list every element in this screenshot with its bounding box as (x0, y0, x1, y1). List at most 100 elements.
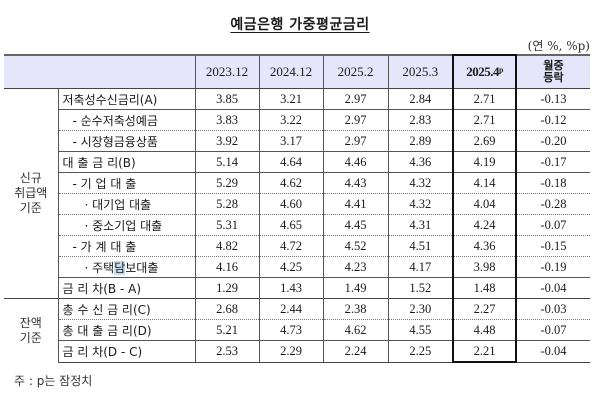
cell: 2.44 (258, 298, 324, 320)
cell: 2.53 (194, 340, 260, 363)
cell: 2.97 (322, 88, 389, 110)
cell: -0.15 (515, 235, 590, 257)
cell: 2.21 (452, 340, 517, 363)
cell: 2.84 (387, 88, 454, 110)
cell: 2.25 (387, 340, 454, 363)
col-2025-2: 2025.2 (322, 55, 389, 89)
header-row: 2023.12 2024.12 2025.2 2025.3 2025.4ᵖ 월중… (4, 54, 590, 89)
cell: 4.65 (258, 214, 324, 236)
row-label: 금 리 차(D - C) (57, 340, 196, 363)
cell: 3.21 (258, 88, 324, 110)
cell: 1.48 (452, 277, 517, 299)
cell: 4.04 (452, 193, 517, 215)
cell: 4.23 (322, 256, 389, 278)
cell: 2.29 (258, 340, 324, 363)
cell: 1.29 (194, 277, 260, 299)
interest-rate-table: 2023.12 2024.12 2025.2 2025.3 2025.4ᵖ 월중… (4, 54, 590, 363)
table-row: 신규 취급액 기준 저축성수신금리(A) 3.85 3.21 2.97 2.84 2… (4, 88, 590, 299)
table-row: - 기 업 대 출 5.29 4.62 4.43 4.32 4.14 -0.18 (4, 172, 590, 194)
cell: -0.18 (515, 172, 590, 194)
cell: 5.31 (194, 214, 260, 236)
page-title: 예금은행 가중평균금리 (230, 17, 370, 33)
cell: -0.07 (515, 214, 590, 236)
cell: 4.62 (258, 172, 324, 194)
table-row: · 주택담보대출 4.16 4.25 4.23 4.17 3.98 -0.19 (4, 256, 590, 278)
cell: 2.24 (322, 340, 389, 363)
cell: -0.19 (515, 256, 590, 278)
cell: 4.17 (387, 256, 454, 278)
row-label: - 가 계 대 출 (57, 235, 196, 257)
row-label: - 기 업 대 출 (57, 172, 196, 194)
cell: 1.43 (258, 277, 324, 299)
cell: 4.51 (387, 235, 454, 257)
cell: 2.30 (387, 298, 454, 320)
cell: 3.85 (194, 88, 260, 110)
cell: 1.52 (387, 277, 454, 299)
cell: -0.20 (515, 130, 590, 152)
row-label: 금 리 차(B - A) (57, 277, 196, 299)
cell: -0.12 (515, 109, 590, 131)
cell: 4.43 (322, 172, 389, 194)
cell: 2.27 (452, 298, 517, 320)
group-balance-basis: 잔액 기준 (4, 298, 59, 362)
table-row: · 중소기업 대출 5.31 4.65 4.45 4.31 4.24 -0.07 (4, 214, 590, 236)
cell: -0.03 (515, 298, 590, 320)
cell: 2.71 (452, 88, 517, 110)
cell: -0.04 (515, 340, 590, 363)
cell: 3.83 (194, 109, 260, 131)
cell: -0.13 (515, 88, 590, 110)
table-row: 금 리 차(D - C) 2.53 2.29 2.24 2.25 2.21 -0… (4, 340, 590, 363)
cell: 4.32 (387, 172, 454, 194)
cell: 4.16 (194, 256, 260, 278)
cell: 4.41 (322, 193, 389, 215)
cell: 5.21 (194, 319, 260, 341)
table-row: 총 대 출 금 리(D) 5.21 4.73 4.62 4.55 4.48 -0… (4, 319, 590, 341)
cell: 4.36 (452, 235, 517, 257)
unit-label: (연 %, %p) (527, 39, 590, 53)
cell: -0.17 (515, 151, 590, 173)
table-row: - 시장형금융상품 3.92 3.17 2.97 2.89 2.69 -0.20 (4, 130, 590, 152)
table-row: 대 출 금 리(B) 5.14 4.64 4.46 4.36 4.19 -0.1… (4, 151, 590, 173)
cell: 4.73 (258, 319, 324, 341)
cell: 4.24 (452, 214, 517, 236)
cell: -0.28 (515, 193, 590, 215)
cell: 2.97 (322, 109, 389, 131)
cell: 2.69 (452, 130, 517, 152)
col-2025-3: 2025.3 (387, 55, 454, 89)
row-label: - 순수저축성예금 (57, 109, 196, 131)
cell: 4.25 (258, 256, 324, 278)
cell: 4.55 (387, 319, 454, 341)
cell: 4.14 (452, 172, 517, 194)
row-label: · 중소기업 대출 (57, 214, 196, 236)
row-label: 대 출 금 리(B) (57, 151, 196, 173)
cell: 2.97 (322, 130, 389, 152)
col-monthly-change: 월중 등락 (515, 55, 590, 89)
header-blank (4, 55, 196, 89)
row-label: - 시장형금융상품 (57, 130, 196, 152)
table-row: - 순수저축성예금 3.83 3.22 2.97 2.83 2.71 -0.12 (4, 109, 590, 131)
table-row: · 대기업 대출 5.28 4.60 4.41 4.32 4.04 -0.28 (4, 193, 590, 215)
cell: 4.46 (322, 151, 389, 173)
cell: 2.89 (387, 130, 454, 152)
cell: 3.17 (258, 130, 324, 152)
cell: 2.38 (322, 298, 389, 320)
row-label: 저축성수신금리(A) (57, 88, 196, 110)
cell: 3.22 (258, 109, 324, 131)
group-new-basis: 신규 취급액 기준 (4, 88, 59, 299)
col-2024-12: 2024.12 (258, 55, 324, 89)
cell: 4.82 (194, 235, 260, 257)
cell: 5.14 (194, 151, 260, 173)
cell: 2.71 (452, 109, 517, 131)
row-label: · 주택담보대출 (57, 256, 196, 278)
table-row: 잔액 기준 총 수 신 금 리(C) 2.68 2.44 2.38 2.30 2.… (4, 298, 590, 362)
cell: -0.04 (515, 277, 590, 299)
text-selection-highlight: 담 (114, 260, 126, 275)
cell: 4.48 (452, 319, 517, 341)
cell: 4.62 (322, 319, 389, 341)
row-label: 총 수 신 금 리(C) (57, 298, 196, 320)
cell: 4.36 (387, 151, 454, 173)
cell: 2.68 (194, 298, 260, 320)
row-label: · 대기업 대출 (57, 193, 196, 215)
cell: 4.60 (258, 193, 324, 215)
cell: 4.45 (322, 214, 389, 236)
